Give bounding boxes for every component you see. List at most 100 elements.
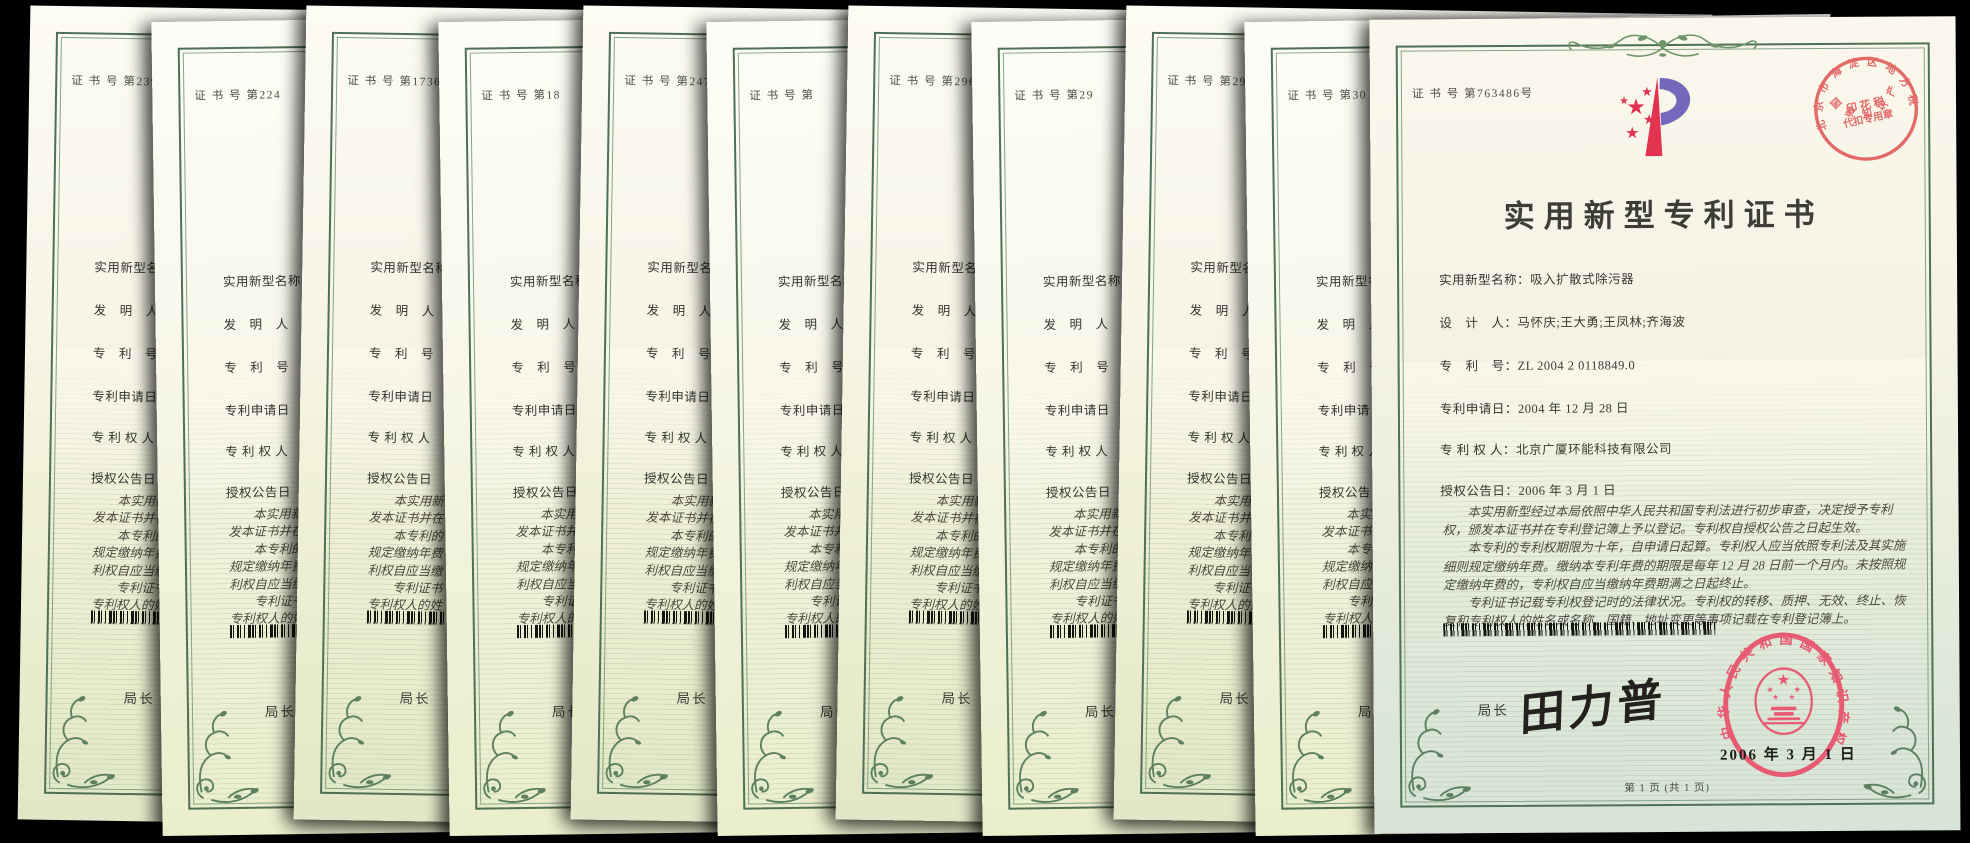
paragraph: 本实用新型经过本局依照中华人民共和国专利法进行初步审查，决定授予专利权，颁发本证…: [1442, 502, 1893, 538]
field-label-name: 实用新型名称: [370, 260, 449, 276]
svg-text:★: ★: [1625, 123, 1639, 142]
svg-text:★: ★: [1777, 671, 1791, 689]
field-label-filing-date: 专利申请日: [92, 389, 158, 405]
corner-flourish: [477, 705, 556, 810]
svg-text:中华人民共和国国家知识产权局: 中华人民共和国国家知识产权局: [1715, 631, 1852, 748]
director-label: 局长: [399, 690, 431, 707]
certificate-number: 证 书 号 第296: [889, 75, 977, 89]
issue-date: 2006 年 3 月 1 日: [1719, 746, 1857, 764]
field-label-name: 实用新型名称: [1042, 274, 1122, 290]
patent-certificate-main[interactable]: 证 书 号 第763486号 ★ ★ ★ ★ ★: [1369, 16, 1961, 834]
director-label: 局长: [1084, 704, 1117, 720]
corner-flourish: [1853, 700, 1932, 804]
field-label-patent-no: 专 利 号：: [1439, 358, 1518, 374]
field-label-grant-date: 授权公告日: [512, 485, 579, 501]
field-label-patentee: 专 利 权 人: [367, 430, 431, 446]
field-label-grant-date: 授权公告日: [643, 471, 710, 487]
corner-flourish: [600, 690, 680, 795]
field-label-grant-date: 授权公告日: [366, 471, 433, 487]
certificate-number: 证 书 号 第: [749, 89, 815, 103]
tax-stamp-seal: 北京市海淀区地方税务局 国家知识产权局 印 花 税 代扣专用章: [1808, 50, 1922, 161]
field-value-patentee: 北京广厦环能科技有限公司: [1515, 441, 1673, 457]
director-label: 局长: [941, 690, 973, 707]
svg-text:★: ★: [1626, 95, 1646, 120]
field-value-grant-date: 2006 年 3 月 1 日: [1518, 483, 1617, 498]
certificate-number: 证 书 号 第239: [71, 75, 159, 89]
field-label-filing-date: 专利申请日: [224, 403, 290, 419]
corner-flourish: [1010, 705, 1089, 810]
svg-text:★: ★: [1643, 112, 1656, 128]
field-label-grant-date: 授权公告日：: [1440, 483, 1519, 499]
field-label-patent-no: 专 利 号: [1188, 346, 1255, 362]
director-label: 局长: [123, 690, 155, 707]
field-label-filing-date: 专利申请日：: [1439, 401, 1518, 417]
field-label-filing-date: 专利申请日: [1044, 403, 1110, 419]
field-label-patentee: 专 利 权 人: [225, 444, 289, 460]
field-value-designer: 马怀庆;王大勇;王凤林;齐海波: [1517, 314, 1686, 330]
certificate-number: 证 书 号 第296: [1167, 75, 1255, 89]
corner-flourish: [190, 705, 269, 810]
field-label-patentee: 专 利 权 人: [780, 444, 844, 460]
field-label-filing-date: 专利申请日: [779, 403, 845, 419]
national-emblem: ★ ★ ★ ★ ★: [1754, 667, 1813, 735]
field-label-inventor: 发 明 人: [93, 303, 159, 319]
field-label-patent-no: 专 利 号: [645, 346, 712, 362]
field-label-inventor: 发 明 人: [646, 303, 712, 319]
barcode: [1443, 621, 1716, 637]
certificate-number: 证 书 号 第1736: [347, 75, 442, 89]
field-label-inventor: 发 明 人: [1189, 303, 1255, 319]
field-value-filing-date: 2004 年 12 月 28 日: [1517, 401, 1630, 416]
corner-flourish: [323, 690, 403, 795]
field-label-patent-no: 专 利 号: [511, 360, 577, 376]
field-label-inventor: 发 明 人: [510, 317, 576, 333]
field-label-patent-no: 专 利 号: [1044, 360, 1110, 376]
field-label-patentee: 专 利 权 人: [909, 430, 973, 446]
field-label-filing-date: 专利申请日: [645, 389, 711, 405]
field-label-grant-date: 授权公告日: [90, 471, 157, 487]
field-label-grant-date: 授权公告日: [1186, 471, 1253, 487]
field-label-grant-date: 授权公告日: [780, 485, 847, 501]
certificate-title: 实用新型专利证书: [1503, 197, 1824, 234]
certificate-number: 证 书 号 第763486号: [1411, 87, 1534, 101]
field-label-inventor: 发 明 人: [778, 317, 844, 333]
field-value-name: 吸入扩散式除污器: [1530, 272, 1635, 287]
legal-paragraphs: 本实用新型经过本局依照中华人民共和国专利法进行初步审查，决定授予专利权，颁发本证…: [1442, 501, 1907, 631]
svg-text:★: ★: [1789, 692, 1796, 701]
certificate-number: 证 书 号 第29: [1014, 89, 1095, 103]
svg-text:★: ★: [1641, 85, 1653, 100]
corner-flourish: [865, 690, 945, 795]
corner-flourish: [1283, 705, 1362, 810]
corner-flourish: [1143, 690, 1223, 795]
certificate-number: 证 书 号 第224: [194, 89, 282, 103]
director-signature: 田力普: [1519, 674, 1667, 741]
corner-flourish: [745, 705, 824, 810]
field-label-patentee: 专 利 权 人: [91, 430, 155, 446]
field-label-designer: 设 计 人：: [1439, 315, 1518, 331]
field-label-inventor: 发 明 人: [911, 303, 977, 319]
field-label-patentee: 专 利 权 人：: [1440, 442, 1517, 458]
director-label: 局长: [264, 704, 297, 720]
field-label-name: 实用新型名称: [222, 274, 302, 290]
field-label-name: 实用新型名称: [509, 274, 589, 290]
certificate-number: 证 书 号 第30: [1287, 89, 1368, 103]
field-label-filing-date: 专利申请日: [511, 403, 577, 419]
director-label: 局长: [1477, 702, 1509, 719]
certificate-number: 证 书 号 第18: [481, 89, 562, 103]
director-label: 局长: [676, 690, 708, 707]
sipo-logo-icon: ★ ★ ★ ★ ★: [1619, 77, 1691, 157]
field-label-patentee: 专 利 权 人: [512, 444, 576, 460]
field-label-name: 实用新型名称：: [1439, 272, 1531, 288]
field-label-inventor: 发 明 人: [1043, 317, 1109, 333]
field-label-inventor: 发 明 人: [223, 317, 289, 333]
corner-flourish: [47, 690, 127, 795]
svg-text:★: ★: [1772, 692, 1779, 701]
top-ornament: [1563, 27, 1763, 64]
field-label-patent-no: 专 利 号: [910, 346, 977, 362]
field-label-grant-date: 授权公告日: [908, 471, 975, 487]
field-label-patent-no: 专 利 号: [368, 346, 435, 362]
field-label-grant-date: 授权公告日: [225, 485, 292, 501]
director-label: 局长: [1219, 690, 1251, 707]
corner-flourish: [1403, 703, 1482, 807]
field-label-patent-no: 专 利 号: [224, 360, 290, 376]
